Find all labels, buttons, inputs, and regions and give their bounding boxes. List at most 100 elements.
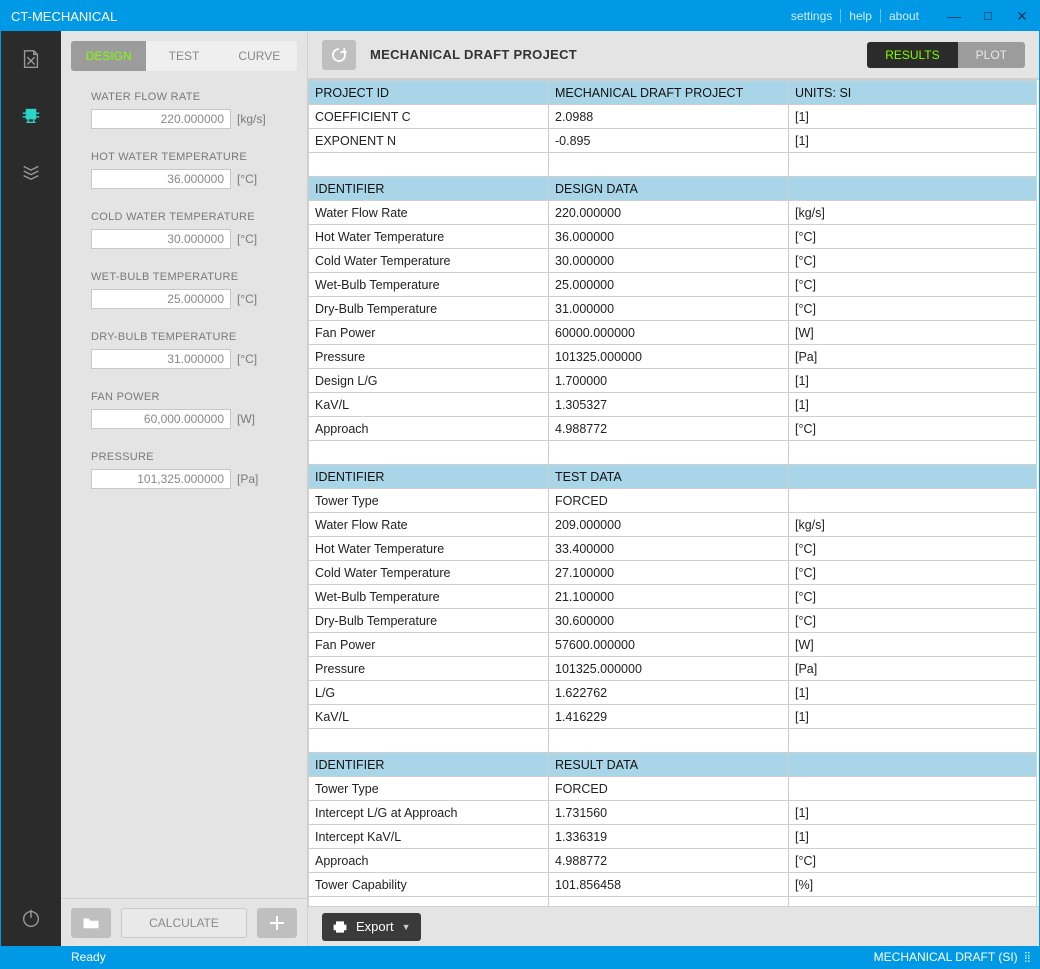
table-row: Dry-Bulb Temperature31.000000[°C] [309,297,1037,321]
table-blank-row [309,441,1037,465]
field-unit: [Pa] [237,472,277,486]
table-cell: 30.600000 [549,609,789,633]
table-row: Tower TypeFORCED [309,489,1037,513]
tab-test[interactable]: TEST [146,41,221,71]
table-cell: [°C] [789,609,1037,633]
table-header-cell: UNITS: SI [789,81,1037,105]
table-cell: Pressure [309,345,549,369]
table-cell: [W] [789,633,1037,657]
results-table-wrap[interactable]: PROJECT IDMECHANICAL DRAFT PROJECTUNITS:… [308,79,1039,906]
table-cell: 30.000000 [549,249,789,273]
table-cell: [°C] [789,561,1037,585]
table-cell: Design L/G [309,369,549,393]
table-header-row: PROJECT IDMECHANICAL DRAFT PROJECTUNITS:… [309,81,1037,105]
field-input-hwt[interactable] [91,169,231,189]
table-cell: [Pa] [789,657,1037,681]
table-cell: -0.895 [549,129,789,153]
table-cell: 33.400000 [549,537,789,561]
table-cell: 2.0988 [549,105,789,129]
table-cell: [°C] [789,537,1037,561]
body: DESIGN TEST CURVE WATER FLOW RATE [kg/s] H… [1,31,1039,946]
table-row: Tower Capability101.856458[%] [309,873,1037,897]
nav-power-icon[interactable] [17,904,45,932]
menu-links: settings help about [783,9,927,23]
table-row: COEFFICIENT C2.0988[1] [309,105,1037,129]
open-folder-button[interactable] [71,908,111,938]
project-title: MECHANICAL DRAFT PROJECT [370,47,577,62]
table-cell: [W] [789,321,1037,345]
table-cell: 1.336319 [549,825,789,849]
nav-layers-icon[interactable] [17,157,45,185]
field-input-wfr[interactable] [91,109,231,129]
table-cell: [°C] [789,297,1037,321]
table-cell: 1.731560 [549,801,789,825]
table-cell: KaV/L [309,705,549,729]
field-input-wbt[interactable] [91,289,231,309]
table-cell: 209.000000 [549,513,789,537]
menu-about[interactable]: about [881,9,927,23]
table-cell: [°C] [789,273,1037,297]
table-cell: EXPONENT N [309,129,549,153]
field-input-dbt[interactable] [91,349,231,369]
field-unit: [°C] [237,232,277,246]
field-input-fp[interactable] [91,409,231,429]
field-label: DRY-BULB TEMPERATURE [91,331,293,343]
table-row: Water Flow Rate220.000000[kg/s] [309,201,1037,225]
refresh-button[interactable] [322,40,356,70]
field-input-cwt[interactable] [91,229,231,249]
table-cell: 1.305327 [549,393,789,417]
calculate-button[interactable]: CALCULATE [121,908,247,938]
table-cell: 1.622762 [549,681,789,705]
table-cell: [1] [789,705,1037,729]
tab-curve[interactable]: CURVE [222,41,297,71]
field-input-pr[interactable] [91,469,231,489]
menu-settings[interactable]: settings [783,9,841,23]
table-cell: Dry-Bulb Temperature [309,297,549,321]
main-toolbar: MECHANICAL DRAFT PROJECT RESULTS PLOT [308,31,1039,79]
minimize-button[interactable]: — [937,1,971,31]
table-row: Pressure101325.000000[Pa] [309,657,1037,681]
table-cell: 220.000000 [549,201,789,225]
status-bar: Ready MECHANICAL DRAFT (SI) ⣿ [1,946,1039,968]
field-wfr: WATER FLOW RATE [kg/s] [91,91,293,129]
field-label: WATER FLOW RATE [91,91,293,103]
table-header-cell [789,753,1037,777]
table-cell: 4.988772 [549,849,789,873]
table-header-cell: IDENTIFIER [309,465,549,489]
table-row: Intercept L/G at Approach1.731560[1] [309,801,1037,825]
nav-doc-icon[interactable] [17,45,45,73]
field-hwt: HOT WATER TEMPERATURE[°C] [91,151,293,189]
field-unit: [kg/s] [237,112,277,126]
table-row: Design L/G1.700000[1] [309,369,1037,393]
table-header-row: IDENTIFIERTEST DATA [309,465,1037,489]
table-row: Fan Power60000.000000[W] [309,321,1037,345]
table-cell: 31.000000 [549,297,789,321]
view-results[interactable]: RESULTS [867,42,957,68]
nav-tower-icon[interactable] [17,101,45,129]
view-plot[interactable]: PLOT [958,42,1025,68]
table-cell: 27.100000 [549,561,789,585]
titlebar: CT-MECHANICAL settings help about — ☐ ✕ [1,1,1039,31]
side-nav [1,31,61,946]
export-button[interactable]: Export ▼ [322,913,421,941]
menu-help[interactable]: help [841,9,881,23]
table-header-cell: RESULT DATA [549,753,789,777]
table-cell: Intercept L/G at Approach [309,801,549,825]
table-cell: [1] [789,393,1037,417]
add-button[interactable] [257,908,297,938]
table-header-cell: DESIGN DATA [549,177,789,201]
maximize-button[interactable]: ☐ [971,1,1005,31]
table-cell: [kg/s] [789,513,1037,537]
resize-grip-icon[interactable]: ⣿ [1024,952,1029,963]
close-button[interactable]: ✕ [1005,1,1039,31]
table-cell: 101325.000000 [549,345,789,369]
table-cell: Intercept KaV/L [309,825,549,849]
app-window: CT-MECHANICAL settings help about — ☐ ✕ [0,0,1040,969]
table-header-cell: IDENTIFIER [309,753,549,777]
table-row: Fan Power57600.000000[W] [309,633,1037,657]
view-toggle: RESULTS PLOT [867,42,1025,68]
table-row: Tower TypeFORCED [309,777,1037,801]
printer-icon [332,920,348,934]
tab-design[interactable]: DESIGN [71,41,146,71]
table-row: Cold Water Temperature30.000000[°C] [309,249,1037,273]
